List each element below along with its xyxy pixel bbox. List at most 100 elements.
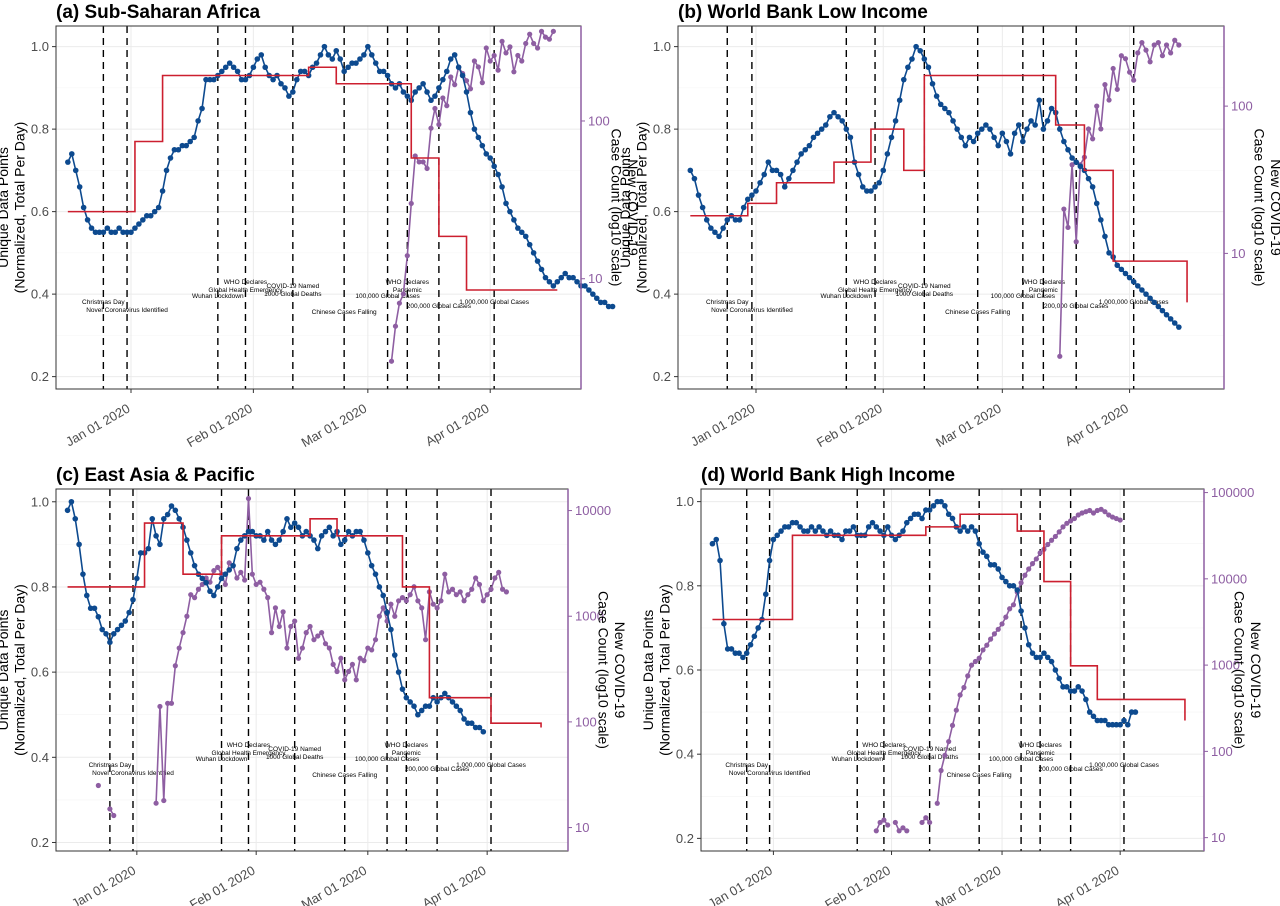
cases-point bbox=[399, 595, 406, 601]
normalized-point bbox=[91, 605, 98, 612]
y-tick-label: 0.6 bbox=[653, 204, 671, 219]
cases-point bbox=[1022, 572, 1028, 578]
cases-point bbox=[1061, 206, 1067, 212]
normalized-point bbox=[1118, 266, 1125, 273]
normalized-point bbox=[554, 278, 561, 285]
normalized-point bbox=[839, 118, 846, 124]
y-tick-label: 0.4 bbox=[653, 287, 671, 302]
normalized-point bbox=[303, 528, 310, 535]
y2-tick-label: 100 bbox=[1231, 99, 1253, 114]
event-label: COVID-19 Named bbox=[903, 746, 956, 753]
event-label: 1000 Global Deaths bbox=[264, 291, 322, 298]
cases-point bbox=[261, 586, 267, 592]
cases-point bbox=[972, 658, 978, 665]
step-line bbox=[712, 513, 1186, 721]
normalized-point bbox=[1048, 658, 1055, 665]
cases-point bbox=[432, 105, 438, 112]
cases-point bbox=[253, 581, 259, 588]
normalized-point bbox=[96, 229, 103, 236]
normalized-point bbox=[593, 295, 600, 302]
cases-point bbox=[1176, 42, 1182, 48]
cases-point bbox=[326, 645, 332, 651]
normalized-point bbox=[942, 503, 948, 509]
normalized-point bbox=[709, 540, 716, 547]
normalized-point bbox=[827, 113, 833, 120]
normalized-point bbox=[966, 134, 973, 141]
cases-point bbox=[523, 40, 529, 47]
normalized-point bbox=[749, 192, 755, 198]
cases-point bbox=[1155, 39, 1161, 46]
event-label: WHO Declares bbox=[853, 279, 897, 286]
normalized-point bbox=[222, 64, 229, 71]
normalized-point bbox=[72, 167, 79, 174]
normalized-point bbox=[264, 528, 271, 535]
cases-point bbox=[1069, 162, 1075, 168]
event-label: WHO Declares bbox=[385, 742, 429, 749]
normalized-point bbox=[422, 703, 429, 709]
cases-point bbox=[434, 605, 440, 611]
cases-point bbox=[483, 45, 489, 51]
normalized-point bbox=[361, 52, 367, 58]
event-label: Wuhan Lockdown bbox=[192, 293, 244, 300]
event-label: 200,000 Global Cases bbox=[407, 303, 472, 310]
event-label: WHO Declares bbox=[1022, 279, 1066, 286]
normalized-point bbox=[311, 537, 317, 543]
normalized-point bbox=[1093, 200, 1100, 207]
normalized-point bbox=[732, 217, 739, 223]
cases-point bbox=[376, 613, 382, 619]
normalized-point bbox=[1106, 250, 1112, 256]
cases-point bbox=[407, 592, 413, 598]
normalized-point bbox=[207, 588, 213, 595]
cases-point bbox=[938, 767, 944, 774]
event-label: Christmas Day bbox=[725, 762, 768, 769]
normalized-point bbox=[1065, 146, 1071, 153]
normalized-point bbox=[426, 703, 433, 709]
normalized-point bbox=[72, 516, 79, 522]
cases-point bbox=[1090, 136, 1096, 142]
normalized-point bbox=[884, 151, 891, 157]
normalized-point bbox=[291, 520, 298, 526]
normalized-point bbox=[798, 151, 804, 157]
normalized-point bbox=[1167, 316, 1174, 322]
normalized-point bbox=[368, 562, 375, 569]
normalized-point bbox=[80, 571, 86, 577]
normalized-point bbox=[1025, 641, 1032, 648]
normalized-point bbox=[261, 537, 267, 543]
normalized-point bbox=[499, 184, 505, 190]
cases-point bbox=[288, 623, 294, 630]
normalized-point bbox=[453, 703, 460, 709]
normalized-point bbox=[237, 537, 244, 543]
cases-point bbox=[934, 800, 940, 806]
y2-tick-label: 100 bbox=[1211, 744, 1233, 759]
normalized-point bbox=[353, 60, 359, 66]
cases-point bbox=[1094, 103, 1100, 109]
y-axis-label: Unique Data Points(Normalized, Total Per… bbox=[617, 122, 649, 294]
normalized-point bbox=[222, 571, 229, 577]
panel-title: (a) Sub-Saharan Africa bbox=[56, 2, 261, 23]
cases-point bbox=[927, 819, 933, 826]
normalized-point bbox=[766, 557, 773, 564]
normalized-point bbox=[938, 498, 944, 505]
normalized-point bbox=[526, 241, 533, 248]
cases-point bbox=[488, 586, 494, 592]
cases-point bbox=[195, 586, 202, 592]
event-label: WHO Declares bbox=[862, 742, 906, 749]
cases-point bbox=[222, 581, 228, 588]
normalized-point bbox=[455, 64, 462, 71]
y-tick-label: 0.4 bbox=[31, 750, 49, 765]
cases-point bbox=[1114, 86, 1120, 92]
normalized-point bbox=[740, 204, 747, 211]
normalized-point bbox=[991, 134, 997, 141]
cases-point bbox=[465, 592, 471, 598]
cases-point bbox=[276, 623, 282, 630]
cases-point bbox=[452, 82, 458, 88]
normalized-point bbox=[230, 64, 237, 71]
cases-point bbox=[176, 645, 182, 651]
cases-point bbox=[440, 95, 446, 101]
cases-point bbox=[449, 586, 456, 592]
cases-point bbox=[1122, 56, 1129, 62]
cases-point bbox=[345, 668, 352, 675]
cases-point bbox=[968, 662, 975, 668]
normalized-point bbox=[855, 171, 862, 178]
normalized-point bbox=[1159, 307, 1166, 314]
